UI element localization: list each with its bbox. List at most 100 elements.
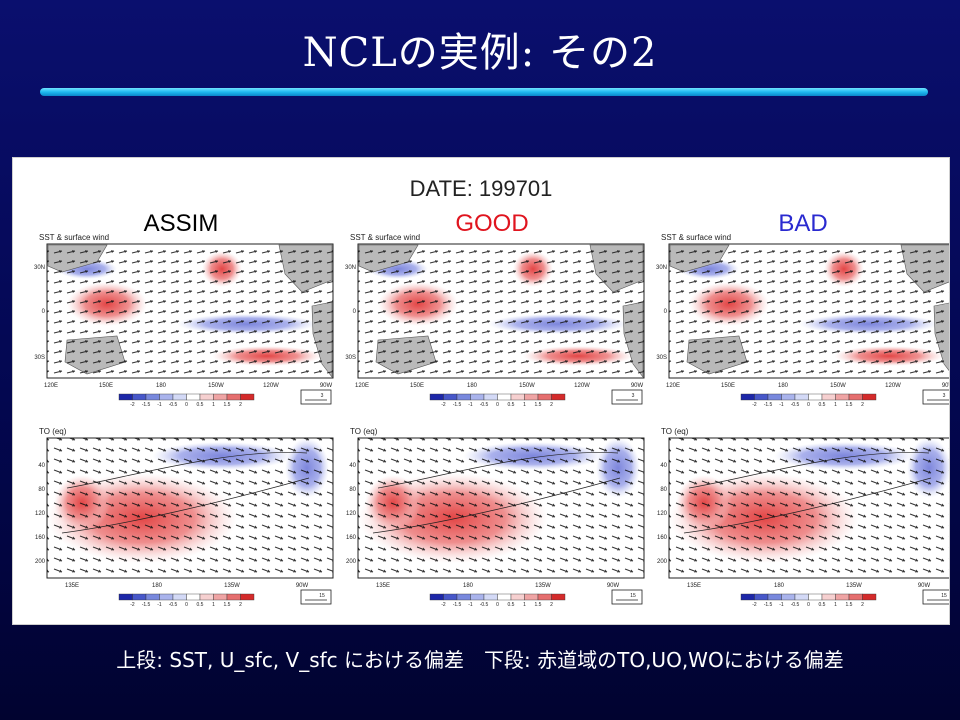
map-lon-tick: 150W	[208, 383, 224, 389]
map-colorbar-swatch	[456, 393, 471, 401]
map-lat-tick: 0	[42, 309, 46, 315]
section-colorbar-tick: 1	[212, 602, 215, 608]
section-colorbar-tick: 1.5	[846, 602, 853, 608]
section-colorbar-swatch	[240, 593, 255, 601]
current-vectors	[669, 438, 955, 578]
section-title: TO (eq)	[39, 427, 67, 436]
map-colorbar-swatch	[808, 393, 823, 401]
map-colorbar-swatch	[835, 393, 850, 401]
map-reference-vector-box	[300, 389, 332, 405]
map-colorbar-tick: -2	[752, 402, 757, 408]
map-colorbar-swatch	[186, 393, 201, 401]
section-lon-tick: 135E	[687, 583, 701, 589]
column-label: BAD	[778, 210, 827, 237]
section-colorbar-tick: -1.5	[764, 602, 773, 608]
map-colorbar-tick: -0.5	[480, 402, 489, 408]
map-lon-tick: 90W	[942, 383, 949, 389]
map-colorbar-tick: 0.5	[508, 402, 515, 408]
map-reference-vector-label: 3	[943, 393, 946, 399]
figure-panel: DATE: 199701 ASSIM SST & surface wind 30N 0…	[12, 157, 956, 625]
map-lat-tick: 30S	[656, 355, 667, 361]
map-lon-tick: 180	[156, 383, 167, 389]
section-colorbar-swatch	[835, 593, 850, 601]
section-colorbar-swatch	[808, 593, 823, 601]
section-colorbar-tick: 0	[496, 602, 499, 608]
figure-svg: DATE: 199701 ASSIM SST & surface wind 30N 0…	[34, 176, 956, 608]
map-colorbar-tick: 1.5	[535, 402, 542, 408]
wind-vectors	[669, 244, 955, 378]
map-lon-tick: 150E	[410, 383, 424, 389]
map-lat-tick: 0	[664, 309, 668, 315]
map-colorbar-swatch	[754, 393, 769, 401]
section-colorbar-swatch	[443, 593, 458, 601]
date-label: DATE: 199701	[410, 176, 553, 201]
map-colorbar-swatch	[443, 393, 458, 401]
map-lat-tick: 30S	[345, 355, 356, 361]
map-lat-tick: 30S	[34, 355, 45, 361]
section-colorbar-swatch	[456, 593, 471, 601]
section-colorbar-tick: 0.5	[819, 602, 826, 608]
section-colorbar-swatch	[226, 593, 241, 601]
map-colorbar-tick: 0	[807, 402, 810, 408]
map-colorbar-swatch	[767, 393, 782, 401]
depth-tick: 80	[38, 487, 45, 493]
section-lon-tick: 90W	[296, 583, 309, 589]
section-colorbar-tick: -1	[779, 602, 784, 608]
map-title: SST & surface wind	[39, 233, 109, 242]
section-reference-vector-label: 15	[941, 593, 947, 599]
map-lon-tick: 180	[778, 383, 789, 389]
section-colorbar-tick: 2	[550, 602, 553, 608]
map-lon-tick: 120W	[263, 383, 279, 389]
map-colorbar-swatch	[537, 393, 552, 401]
map-lon-tick: 90W	[320, 383, 333, 389]
section-colorbar-swatch	[767, 593, 782, 601]
section-colorbar-tick: -1.5	[453, 602, 462, 608]
map-lon-tick: 90W	[631, 383, 644, 389]
map-colorbar-tick: 1.5	[846, 402, 853, 408]
map-lon-tick: 150W	[830, 383, 846, 389]
map-colorbar-tick: -1	[468, 402, 473, 408]
map-colorbar-swatch	[132, 393, 147, 401]
slide-caption: 上段: SST, U_sfc, V_sfc における偏差 下段: 赤道域のTO,…	[116, 648, 844, 672]
map-colorbar-swatch	[240, 393, 255, 401]
map-colorbar-swatch	[524, 393, 539, 401]
depth-tick: 40	[38, 463, 45, 469]
section-colorbar-swatch	[754, 593, 769, 601]
map-lon-tick: 120E	[666, 383, 680, 389]
section-reference-vector-label: 15	[319, 593, 325, 599]
section-colorbar-swatch	[429, 593, 444, 601]
section-colorbar-tick: -1	[157, 602, 162, 608]
section-colorbar-tick: 0.5	[508, 602, 515, 608]
section-lon-tick: 90W	[918, 583, 931, 589]
section-lon-tick: 180	[152, 583, 163, 589]
section-reference-vector-box	[611, 589, 643, 605]
map-colorbar-swatch	[429, 393, 444, 401]
map-lat-tick: 30N	[345, 265, 356, 271]
map-colorbar-tick: 2	[239, 402, 242, 408]
section-colorbar-swatch	[551, 593, 566, 601]
section-colorbar-tick: -0.5	[480, 602, 489, 608]
section-lon-tick: 135W	[535, 583, 551, 589]
section-colorbar-tick: -0.5	[791, 602, 800, 608]
section-colorbar-tick: -1	[468, 602, 473, 608]
section-colorbar-swatch	[118, 593, 133, 601]
section-colorbar-tick: 1.5	[535, 602, 542, 608]
map-lon-tick: 120E	[44, 383, 58, 389]
section-colorbar-tick: 2	[861, 602, 864, 608]
section-colorbar-tick: 1	[834, 602, 837, 608]
map-colorbar-tick: -1.5	[453, 402, 462, 408]
map-lon-tick: 120E	[355, 383, 369, 389]
section-colorbar-swatch	[510, 593, 525, 601]
depth-tick: 160	[657, 535, 668, 541]
section-lon-tick: 135W	[224, 583, 240, 589]
section-colorbar-swatch	[781, 593, 796, 601]
map-colorbar-tick: 1	[523, 402, 526, 408]
map-colorbar-swatch	[145, 393, 160, 401]
section-lon-tick: 180	[463, 583, 474, 589]
section-lon-tick: 180	[774, 583, 785, 589]
map-colorbar-swatch	[862, 393, 877, 401]
map-colorbar-tick: 0.5	[819, 402, 826, 408]
map-colorbar-tick: 1	[212, 402, 215, 408]
map-reference-vector-label: 3	[632, 393, 635, 399]
section-lon-tick: 135E	[65, 583, 79, 589]
